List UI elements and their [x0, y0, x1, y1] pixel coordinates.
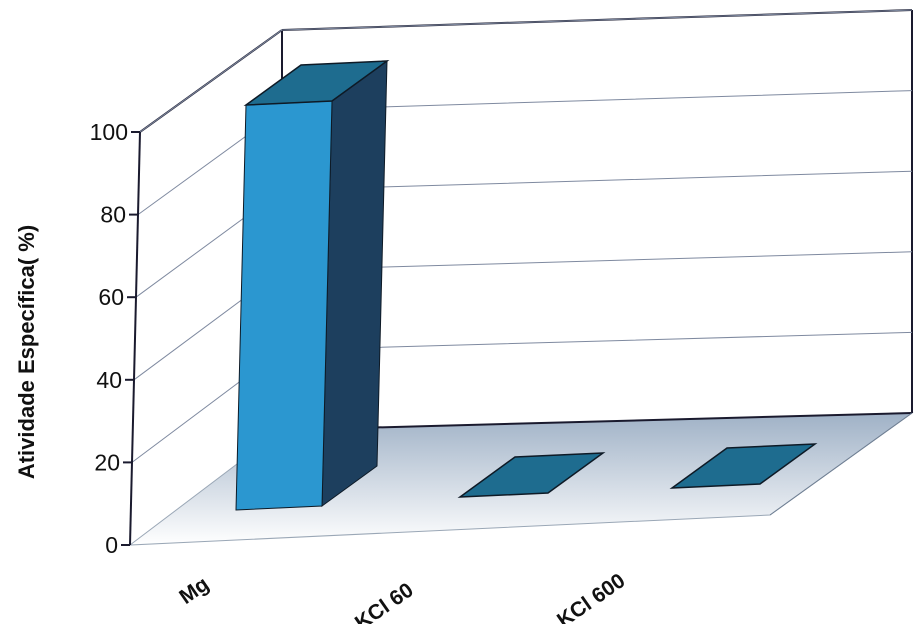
floor-back-edge: [281, 412, 913, 431]
gridline: [139, 9, 913, 133]
category-label: Mg: [175, 573, 213, 609]
bar-front: [235, 100, 333, 511]
y-tick-label: 0: [105, 532, 118, 558]
y-tick-label: 20: [94, 449, 120, 475]
y-axis-line: [129, 131, 141, 546]
y-axis-title: Atividade Específica( %): [14, 225, 39, 479]
bar-top: [243, 60, 390, 106]
category-labels: Mg KCl 60 KCl 600: [175, 569, 629, 629]
y-ticks: 0 20 40 60 80 100: [90, 119, 140, 558]
bars: [235, 60, 818, 511]
bar-top: [457, 452, 606, 498]
y-tick-label: 100: [90, 119, 128, 145]
category-label: KCl 60: [351, 579, 418, 624]
y-tick-label: 60: [98, 284, 124, 310]
y-tick-label: 40: [96, 367, 122, 393]
y-tick-label: 80: [100, 202, 126, 228]
floor-right-edge: [769, 412, 913, 516]
bar-top: [669, 443, 818, 489]
category-label: KCl 600: [553, 569, 629, 624]
